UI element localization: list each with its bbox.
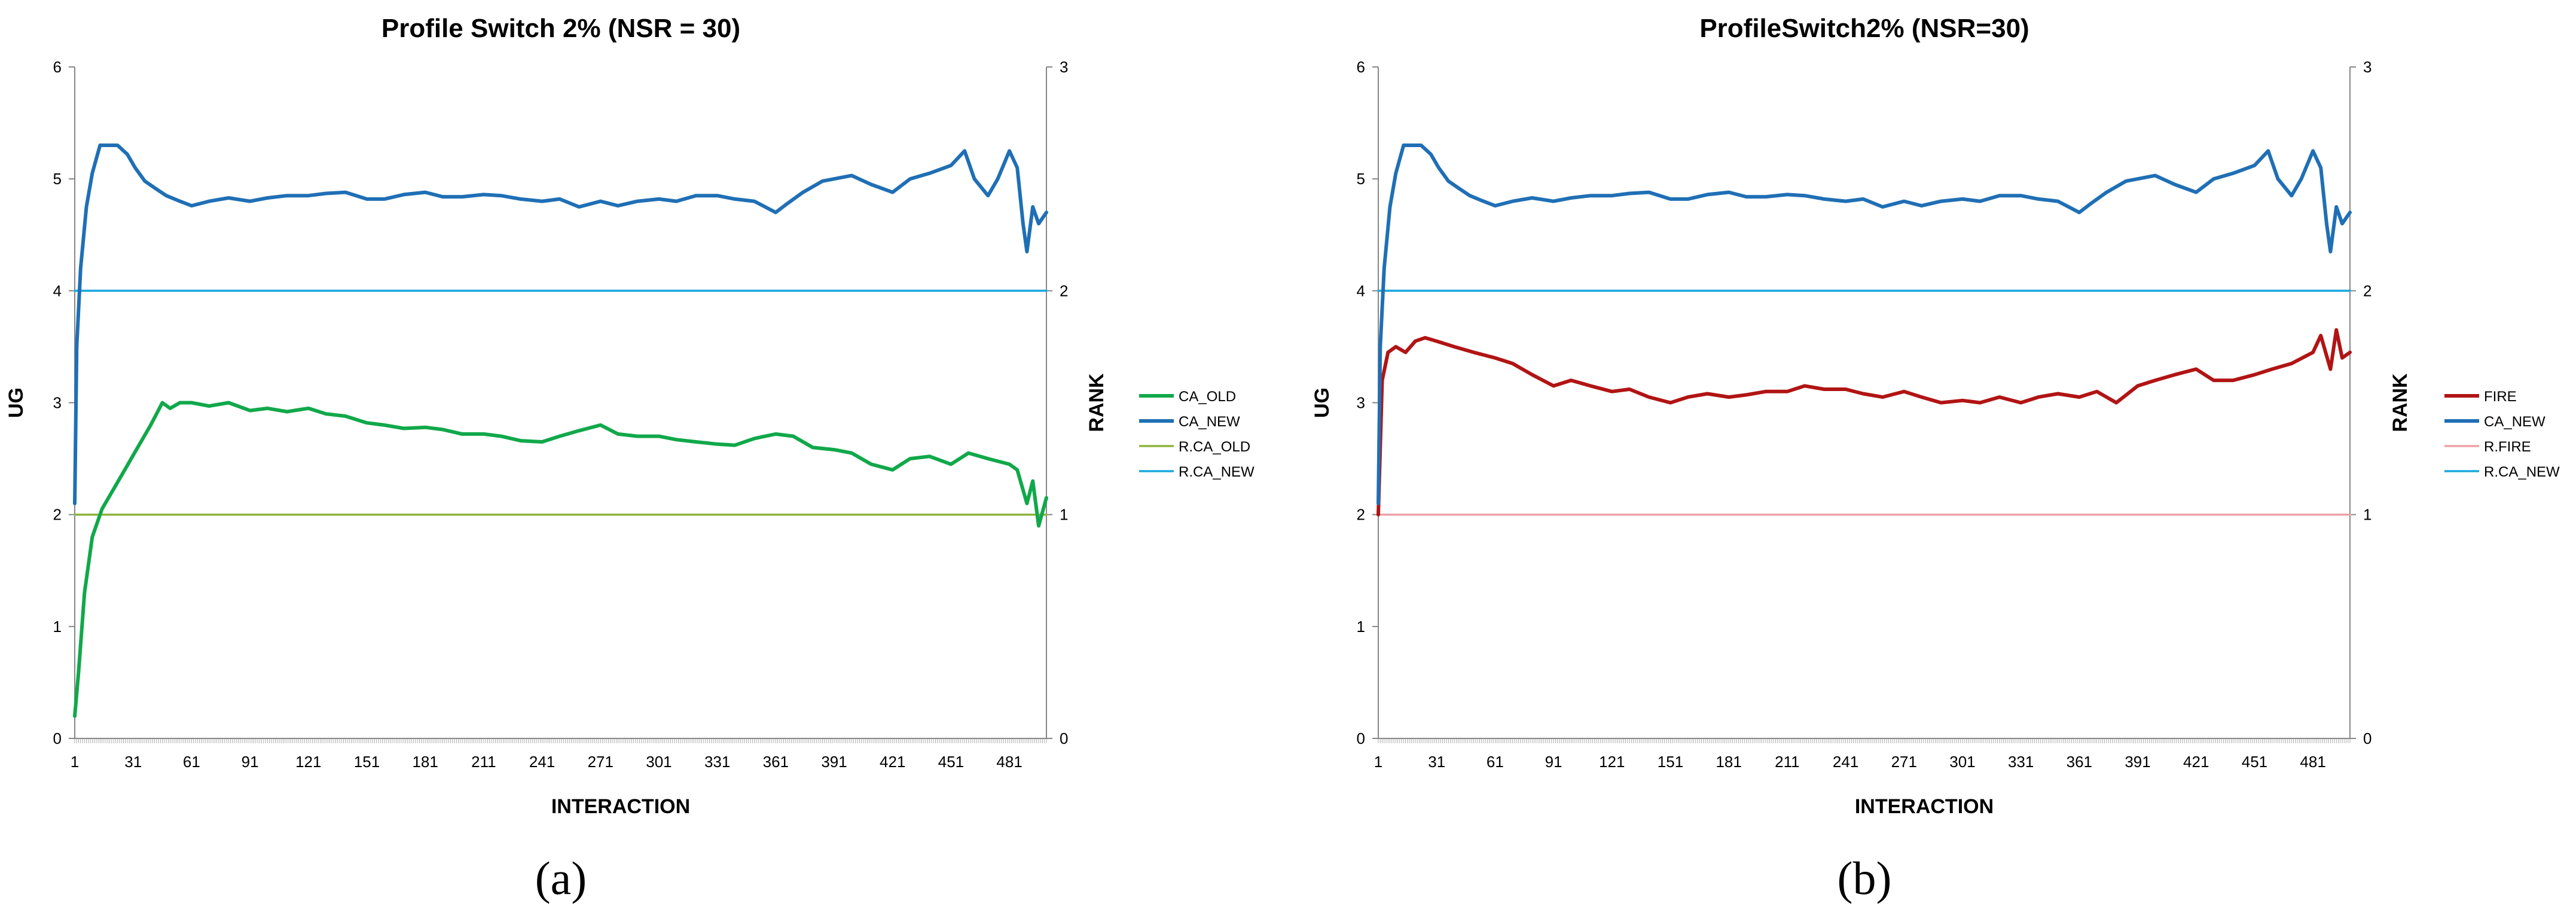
y-tick-label: 6: [1357, 58, 1365, 76]
series-line-ca-new: [1376, 144, 2352, 505]
legend-entry: R.CA_NEW: [2484, 464, 2560, 480]
y2-tick-label: 3: [1060, 58, 1068, 76]
x-tick-label: 61: [183, 753, 200, 771]
x-tick-label: 151: [1658, 753, 1683, 771]
y-tick-label: 4: [1357, 282, 1365, 300]
panel-label: (b): [1838, 852, 1892, 904]
x-tick-label: 391: [2125, 753, 2150, 771]
x-tick-label: 1: [1374, 753, 1382, 771]
x-axis-label: INTERACTION: [1855, 795, 1994, 818]
series-line-ca-old: [73, 401, 1048, 718]
x-tick-label: 91: [1545, 753, 1562, 771]
y2-axis-label: RANK: [2389, 373, 2412, 432]
x-tick-label: 391: [821, 753, 847, 771]
x-tick-label: 61: [1487, 753, 1504, 771]
x-tick-label: 331: [2008, 753, 2034, 771]
legend-entry: R.CA_OLD: [1179, 439, 1250, 455]
chart-title: ProfileSwitch2% (NSR=30): [1699, 14, 2029, 43]
chart-title: Profile Switch 2% (NSR = 30): [381, 14, 740, 43]
x-tick-label: 241: [529, 753, 555, 771]
x-tick-label: 451: [2242, 753, 2267, 771]
y-tick-label: 1: [1357, 618, 1365, 636]
y2-tick-label: 2: [1060, 282, 1068, 300]
x-tick-label: 271: [588, 753, 614, 771]
y-axis-label: UG: [5, 387, 28, 418]
x-tick-label: 481: [996, 753, 1022, 771]
y-tick-label: 5: [53, 170, 62, 188]
series-line-ca-new: [73, 144, 1048, 505]
y-tick-label: 0: [1357, 729, 1365, 747]
legend-entry: R.CA_NEW: [1179, 464, 1255, 480]
x-axis-label: INTERACTION: [551, 795, 690, 818]
series-line-fire: [1376, 328, 2352, 517]
x-tick-label: 151: [354, 753, 380, 771]
y-tick-label: 1: [53, 618, 62, 636]
legend-entry: R.FIRE: [2484, 439, 2531, 455]
x-tick-label: 1: [71, 753, 79, 771]
x-tick-label: 361: [763, 753, 789, 771]
x-tick-label: 331: [704, 753, 730, 771]
y-tick-label: 3: [1357, 394, 1365, 412]
x-tick-label: 241: [1833, 753, 1858, 771]
y-tick-label: 2: [53, 506, 62, 524]
x-tick-label: 211: [1775, 753, 1799, 771]
legend-entry: CA_OLD: [1179, 389, 1236, 405]
x-tick-label: 181: [1716, 753, 1741, 771]
x-tick-label: 361: [2067, 753, 2092, 771]
y-tick-label: 6: [53, 58, 62, 76]
x-tick-label: 271: [1891, 753, 1917, 771]
x-tick-label: 31: [1428, 753, 1445, 771]
legend-entry: FIRE: [2484, 389, 2517, 405]
y-tick-label: 5: [1357, 170, 1365, 188]
x-tick-label: 121: [295, 753, 321, 771]
x-tick-label: 181: [412, 753, 438, 771]
y-tick-label: 2: [1357, 506, 1365, 524]
x-tick-label: 31: [124, 753, 142, 771]
x-tick-label: 301: [1949, 753, 1975, 771]
y2-tick-label: 1: [2363, 506, 2371, 524]
legend-entry: CA_NEW: [2484, 414, 2546, 430]
x-tick-label: 211: [471, 753, 496, 771]
legend: CA_OLD CA_NEW R.CA_OLD R.CA_NEW: [1139, 389, 1255, 480]
legend-entry: CA_NEW: [1179, 414, 1240, 430]
x-tick-label: 421: [880, 753, 905, 771]
x-tick-label: 481: [2300, 753, 2325, 771]
x-tick-label: 451: [938, 753, 964, 771]
x-tick-label: 421: [2183, 753, 2209, 771]
y2-axis-label: RANK: [1085, 373, 1108, 432]
y-axis-label: UG: [1311, 387, 1333, 418]
y-tick-label: 3: [53, 394, 62, 412]
y2-tick-label: 1: [1060, 506, 1068, 524]
y2-tick-label: 0: [2363, 729, 2371, 747]
legend: FIRE CA_NEW R.FIRE R.CA_NEW: [2444, 389, 2560, 480]
y-tick-label: 0: [53, 729, 62, 747]
chart-a: Profile Switch 2% (NSR = 30)012345601231…: [5, 14, 1255, 904]
panel-label: (a): [535, 852, 587, 904]
x-tick-label: 121: [1599, 753, 1625, 771]
y2-tick-label: 3: [2363, 58, 2371, 76]
x-minor-ticks: [1378, 738, 2351, 743]
y2-tick-label: 2: [2363, 282, 2371, 300]
x-minor-ticks: [74, 738, 1047, 743]
x-tick-label: 91: [242, 753, 259, 771]
x-tick-label: 301: [646, 753, 672, 771]
y-tick-label: 4: [53, 282, 62, 300]
y2-tick-label: 0: [1060, 729, 1068, 747]
